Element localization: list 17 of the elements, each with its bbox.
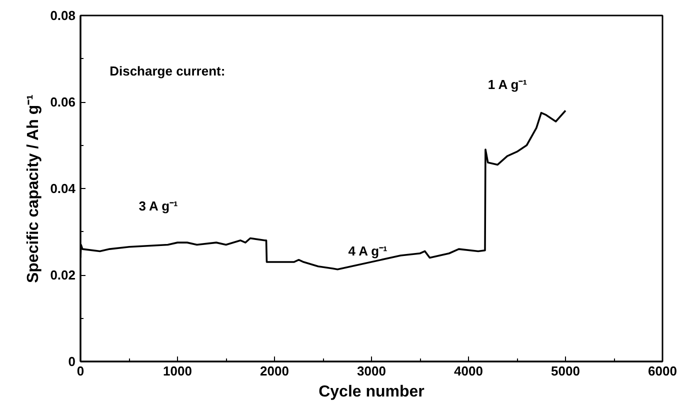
y-tick-label: 0.04 [50,181,76,196]
y-tick-label: 0.08 [50,8,76,23]
annotation: 3 A g⁻¹ [138,198,178,214]
y-tick-label: 0.06 [50,94,76,110]
x-axis-title: Cycle number [318,384,424,400]
annotation: Discharge current: [110,63,226,78]
x-tick-label: 6000 [648,364,677,378]
x-tick-label: 3000 [357,364,386,378]
x-tick-label: 4000 [454,364,483,378]
x-tick-label: 5000 [551,364,580,378]
y-axis-title: Specific capacity / Ah g⁻¹ [25,94,42,284]
annotation: 4 A g⁻¹ [348,243,388,258]
y-tick-label: 0.02 [50,268,76,282]
x-tick-label: 2000 [260,364,289,378]
y-tick-label: 0 [68,354,76,369]
annotation: 1 A g⁻¹ [488,77,528,92]
x-tick-label: 1000 [163,364,192,378]
